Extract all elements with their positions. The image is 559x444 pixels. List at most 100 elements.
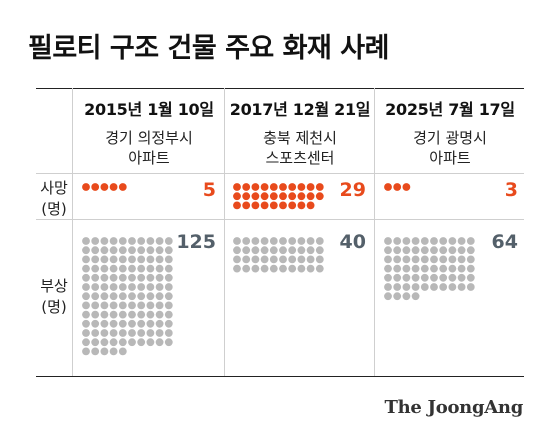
injury-dot [155,329,164,337]
injury-dot [164,264,173,273]
injury-dot [466,273,475,282]
death-dot [260,201,269,210]
source-logo: The JoongAng [384,397,524,418]
injury-dot [384,246,392,255]
row-label-line: 부상 [40,277,68,295]
injury-dot [402,237,411,245]
injury-dot [100,310,109,319]
injury-dot [146,237,155,245]
injury-dot [91,310,100,319]
deaths-value-1: 5 [202,179,216,201]
injury-dot [448,246,457,255]
injury-dot [242,246,251,255]
injury-dot [251,246,260,255]
injury-dot [439,255,448,264]
injury-dot [82,338,90,347]
injuries-value-2: 40 [339,231,366,253]
death-dot [100,183,109,191]
injury-dot [384,283,392,291]
injury-dot [91,301,100,310]
header-divider [36,173,524,174]
injury-dot [100,246,109,255]
injury-dot [118,301,127,310]
injury-dot [279,246,287,255]
injury-dot [146,301,155,310]
injury-dot [402,283,411,291]
top-rule [36,88,524,89]
injury-dot [155,319,164,328]
injury-dot [439,246,448,255]
row-label-line: 사망 [40,179,68,197]
injury-dot [146,319,155,328]
injury-dot [91,347,100,356]
death-dot [306,183,315,191]
injury-dot [411,264,420,273]
injury-dot [109,347,118,356]
injury-dot [279,255,287,264]
injury-dot [137,273,146,282]
injury-dot [100,283,109,291]
death-dot [297,192,306,201]
injury-dot [420,264,429,273]
injury-dot [146,273,155,282]
injury-dot [233,255,241,264]
injury-dot [118,273,127,282]
injury-dot [242,237,251,245]
death-dot [260,192,269,201]
deaths-value-3: 3 [504,179,518,201]
injury-dot [411,237,420,245]
injury-dot [430,255,438,264]
injury-dot [82,329,90,337]
deaths-value-2: 29 [339,179,366,201]
column-location-2: 충북 제천시 스포츠센터 [225,128,375,168]
injury-dot [164,246,173,255]
injury-dot [457,237,466,245]
injury-dot [164,338,173,347]
column-divider-0 [72,88,73,376]
injury-dot [457,246,466,255]
death-dot [279,192,287,201]
injury-dot [100,237,109,245]
injury-dot [164,292,173,301]
death-dot [233,183,241,191]
injury-dot [439,283,448,291]
injury-dot [279,237,287,245]
injury-dot [128,255,136,264]
injury-dot [109,329,118,337]
injury-dot [269,246,278,255]
injury-dot [155,310,164,319]
death-dot [393,183,402,191]
injuries-value-3: 64 [491,231,518,253]
injury-dot [109,273,118,282]
location-line: 경기 의정부시 [105,129,193,147]
injury-dot [288,255,297,264]
injury-dot [155,292,164,301]
injury-dot [288,237,297,245]
injury-dot [155,283,164,291]
death-dot [251,183,260,191]
injury-dot [100,347,109,356]
injury-dot [82,319,90,328]
injury-dot [91,255,100,264]
injury-dot [109,292,118,301]
death-dot [288,201,297,210]
column-divider-1 [224,88,225,376]
injury-dot [82,264,90,273]
injury-dot [420,283,429,291]
injury-dot [118,347,127,356]
injury-dot [137,301,146,310]
chart-title: 필로티 구조 건물 주요 화재 사례 [28,33,389,64]
injury-dot [430,264,438,273]
death-dot [91,183,100,191]
column-date-1: 2015년 1월 10일 [84,100,214,119]
injury-dot [306,255,315,264]
injury-dot [393,264,402,273]
death-dot [269,183,278,191]
injury-dot [233,237,241,245]
injury-dot [118,264,127,273]
injury-dot [109,338,118,347]
injury-dot [164,329,173,337]
injury-dot [146,246,155,255]
injury-dot [100,338,109,347]
death-dot [242,192,251,201]
